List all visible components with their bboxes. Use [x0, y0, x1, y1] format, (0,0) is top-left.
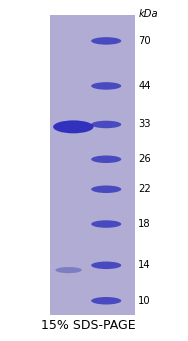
Ellipse shape: [91, 155, 121, 163]
Text: 26: 26: [138, 154, 151, 164]
Ellipse shape: [91, 262, 121, 269]
Text: 10: 10: [138, 296, 151, 306]
Text: 33: 33: [138, 119, 151, 130]
Ellipse shape: [91, 82, 121, 90]
FancyBboxPatch shape: [50, 15, 135, 315]
Text: 22: 22: [138, 184, 151, 194]
Ellipse shape: [91, 297, 121, 305]
Ellipse shape: [91, 121, 121, 128]
Ellipse shape: [55, 267, 82, 273]
Ellipse shape: [91, 37, 121, 45]
Text: 14: 14: [138, 260, 151, 270]
Ellipse shape: [91, 220, 121, 228]
Text: 70: 70: [138, 36, 151, 46]
Ellipse shape: [91, 186, 121, 193]
Text: 44: 44: [138, 81, 151, 91]
Text: 15% SDS-PAGE: 15% SDS-PAGE: [41, 320, 136, 332]
Text: 18: 18: [138, 219, 151, 229]
Text: kDa: kDa: [138, 9, 158, 19]
Ellipse shape: [53, 120, 94, 133]
